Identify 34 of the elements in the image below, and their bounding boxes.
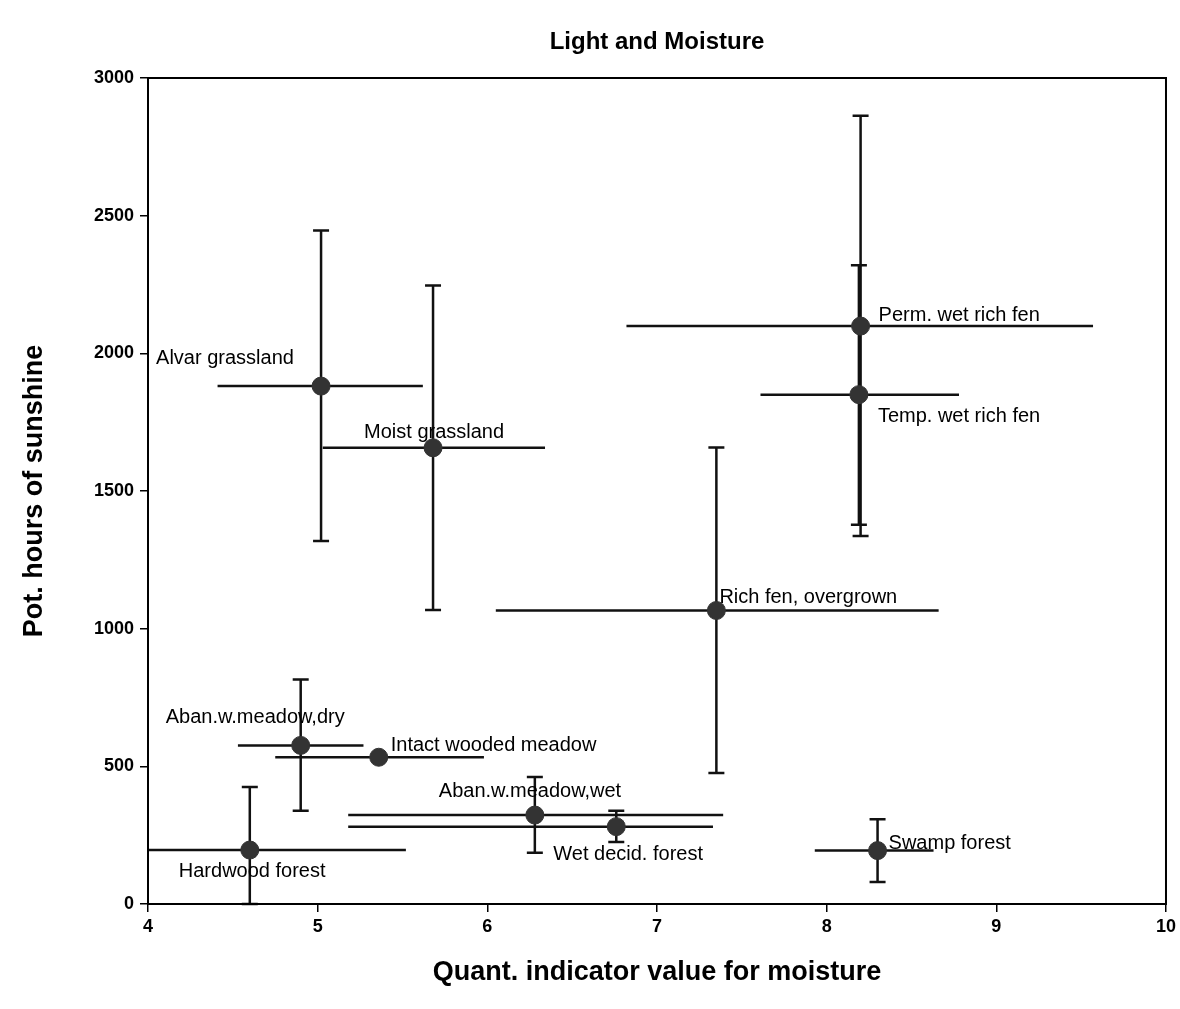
annotation: Rich fen, overgrown (719, 585, 898, 608)
y-tick-label: 1500 (93, 479, 134, 500)
point (706, 601, 726, 620)
annotation: Intact wooded meadow (390, 732, 597, 755)
y-tick-label: 2000 (93, 342, 134, 363)
y-tick-label: 0 (123, 892, 134, 913)
x-tick-label: 4 (142, 915, 154, 936)
annotation: Wet decid. forest (553, 842, 704, 865)
y-tick-label: 2500 (93, 204, 134, 225)
x-tick-label: 6 (482, 915, 493, 936)
x-tick-label: 10 (1155, 915, 1176, 936)
annotation: Swamp forest (888, 831, 1012, 854)
x-tick-label: 9 (991, 915, 1002, 936)
annotation: Perm. wet rich fen (878, 302, 1040, 325)
annotation: Alvar grassland (156, 345, 294, 368)
chart-title: Light and Moisture (549, 26, 765, 54)
point (525, 805, 545, 825)
y-tick-label: 3000 (93, 66, 134, 87)
point (369, 747, 389, 767)
x-tick-label: 7 (651, 915, 662, 936)
point (868, 841, 888, 861)
x-tick-label: 5 (312, 915, 323, 936)
x-tick-label: 8 (821, 915, 832, 936)
point (311, 376, 331, 396)
y-tick-label: 1000 (93, 617, 134, 638)
point (606, 817, 626, 837)
annotation: Temp. wet rich fen (877, 404, 1041, 427)
point (849, 385, 869, 405)
point (291, 735, 311, 755)
y-tick-label: 500 (103, 755, 134, 776)
x-axis-title: Quant. indicator value for moisture (432, 956, 882, 987)
y-axis-title: Pot. hours of sunshine (17, 344, 48, 638)
point (240, 840, 260, 860)
point (851, 316, 871, 336)
